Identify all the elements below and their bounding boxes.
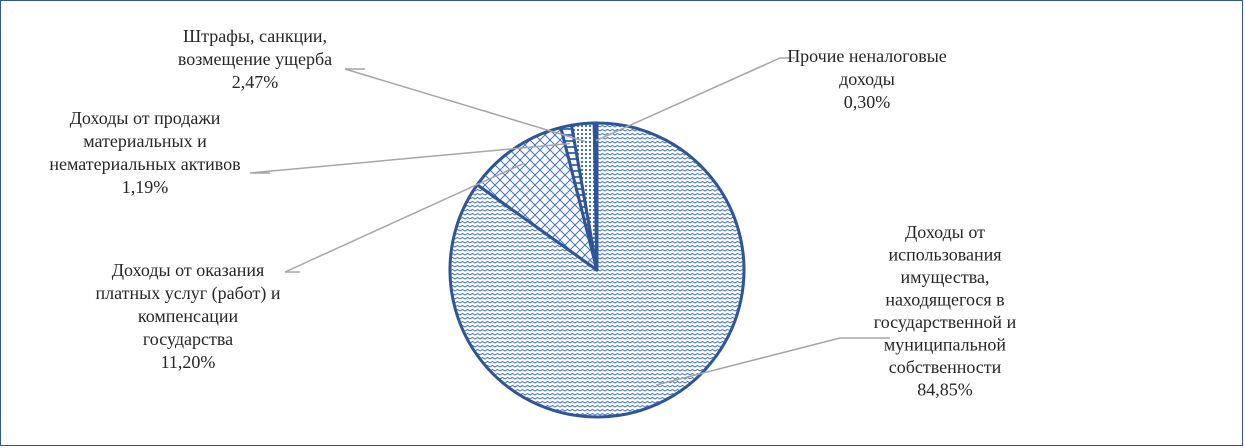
slice-name-label: доходы <box>839 69 895 89</box>
pie-slice <box>592 121 599 272</box>
slice-name-label: нематериальных активов <box>49 154 240 174</box>
slice-name-label: Прочие неналоговые <box>787 46 947 66</box>
slice-name-label: использования <box>888 245 1001 265</box>
slice-name-label: государственной и <box>874 312 1017 332</box>
leader-line <box>656 337 890 386</box>
slice-value-label: 0,30% <box>844 92 891 112</box>
slice-name-label: находящегося в <box>885 290 1004 310</box>
slice-name-label: Доходы от оказания <box>112 260 265 280</box>
slice-name-label: имущества, <box>901 267 990 287</box>
slice-name-label: государства <box>143 329 233 349</box>
slice-name-label: материальных и <box>83 131 207 151</box>
slice-name-label: компенсации <box>138 306 239 326</box>
slice-value-label: 1,19% <box>122 177 169 197</box>
slice-value-label: 84,85% <box>917 380 973 400</box>
leader-line <box>249 142 570 174</box>
slice-value-label: 2,47% <box>232 72 279 92</box>
leader-line <box>595 57 795 142</box>
slice-name-label: Доходы от продажи <box>70 108 221 128</box>
slice-name-label: Доходы от <box>905 222 985 242</box>
slice-name-label: муниципальной <box>884 335 1007 355</box>
slice-name-label: Штрафы, санкции, <box>183 26 327 46</box>
slice-name-label: платных услуг (работ) и <box>96 283 281 304</box>
slice-name-label: собственности <box>889 357 1002 377</box>
leader-line <box>284 162 525 273</box>
slice-value-label: 11,20% <box>161 352 216 372</box>
leader-line <box>344 68 585 142</box>
slice-name-label: возмещение ущерба <box>178 49 332 69</box>
